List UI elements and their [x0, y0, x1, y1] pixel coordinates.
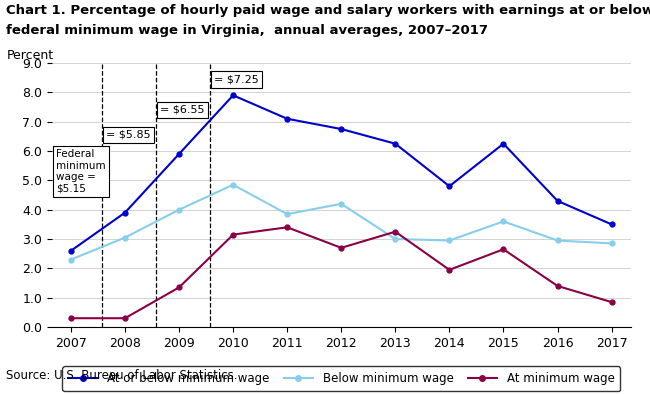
Text: = $6.55: = $6.55 — [160, 105, 205, 115]
Text: = $7.25: = $7.25 — [214, 74, 259, 84]
Legend: At or below minimum wage, Below minimum wage, At minimum wage: At or below minimum wage, Below minimum … — [62, 366, 620, 391]
Text: Federal
minimum
wage =
$5.15: Federal minimum wage = $5.15 — [56, 149, 105, 194]
Text: Chart 1. Percentage of hourly paid wage and salary workers with earnings at or b: Chart 1. Percentage of hourly paid wage … — [6, 4, 650, 17]
Text: Percent: Percent — [6, 49, 53, 62]
Text: = $5.85: = $5.85 — [106, 130, 151, 140]
Text: Source: U.S. Bureau of Labor Statistics.: Source: U.S. Bureau of Labor Statistics. — [6, 369, 238, 382]
Text: federal minimum wage in Virginia,  annual averages, 2007–2017: federal minimum wage in Virginia, annual… — [6, 24, 489, 37]
